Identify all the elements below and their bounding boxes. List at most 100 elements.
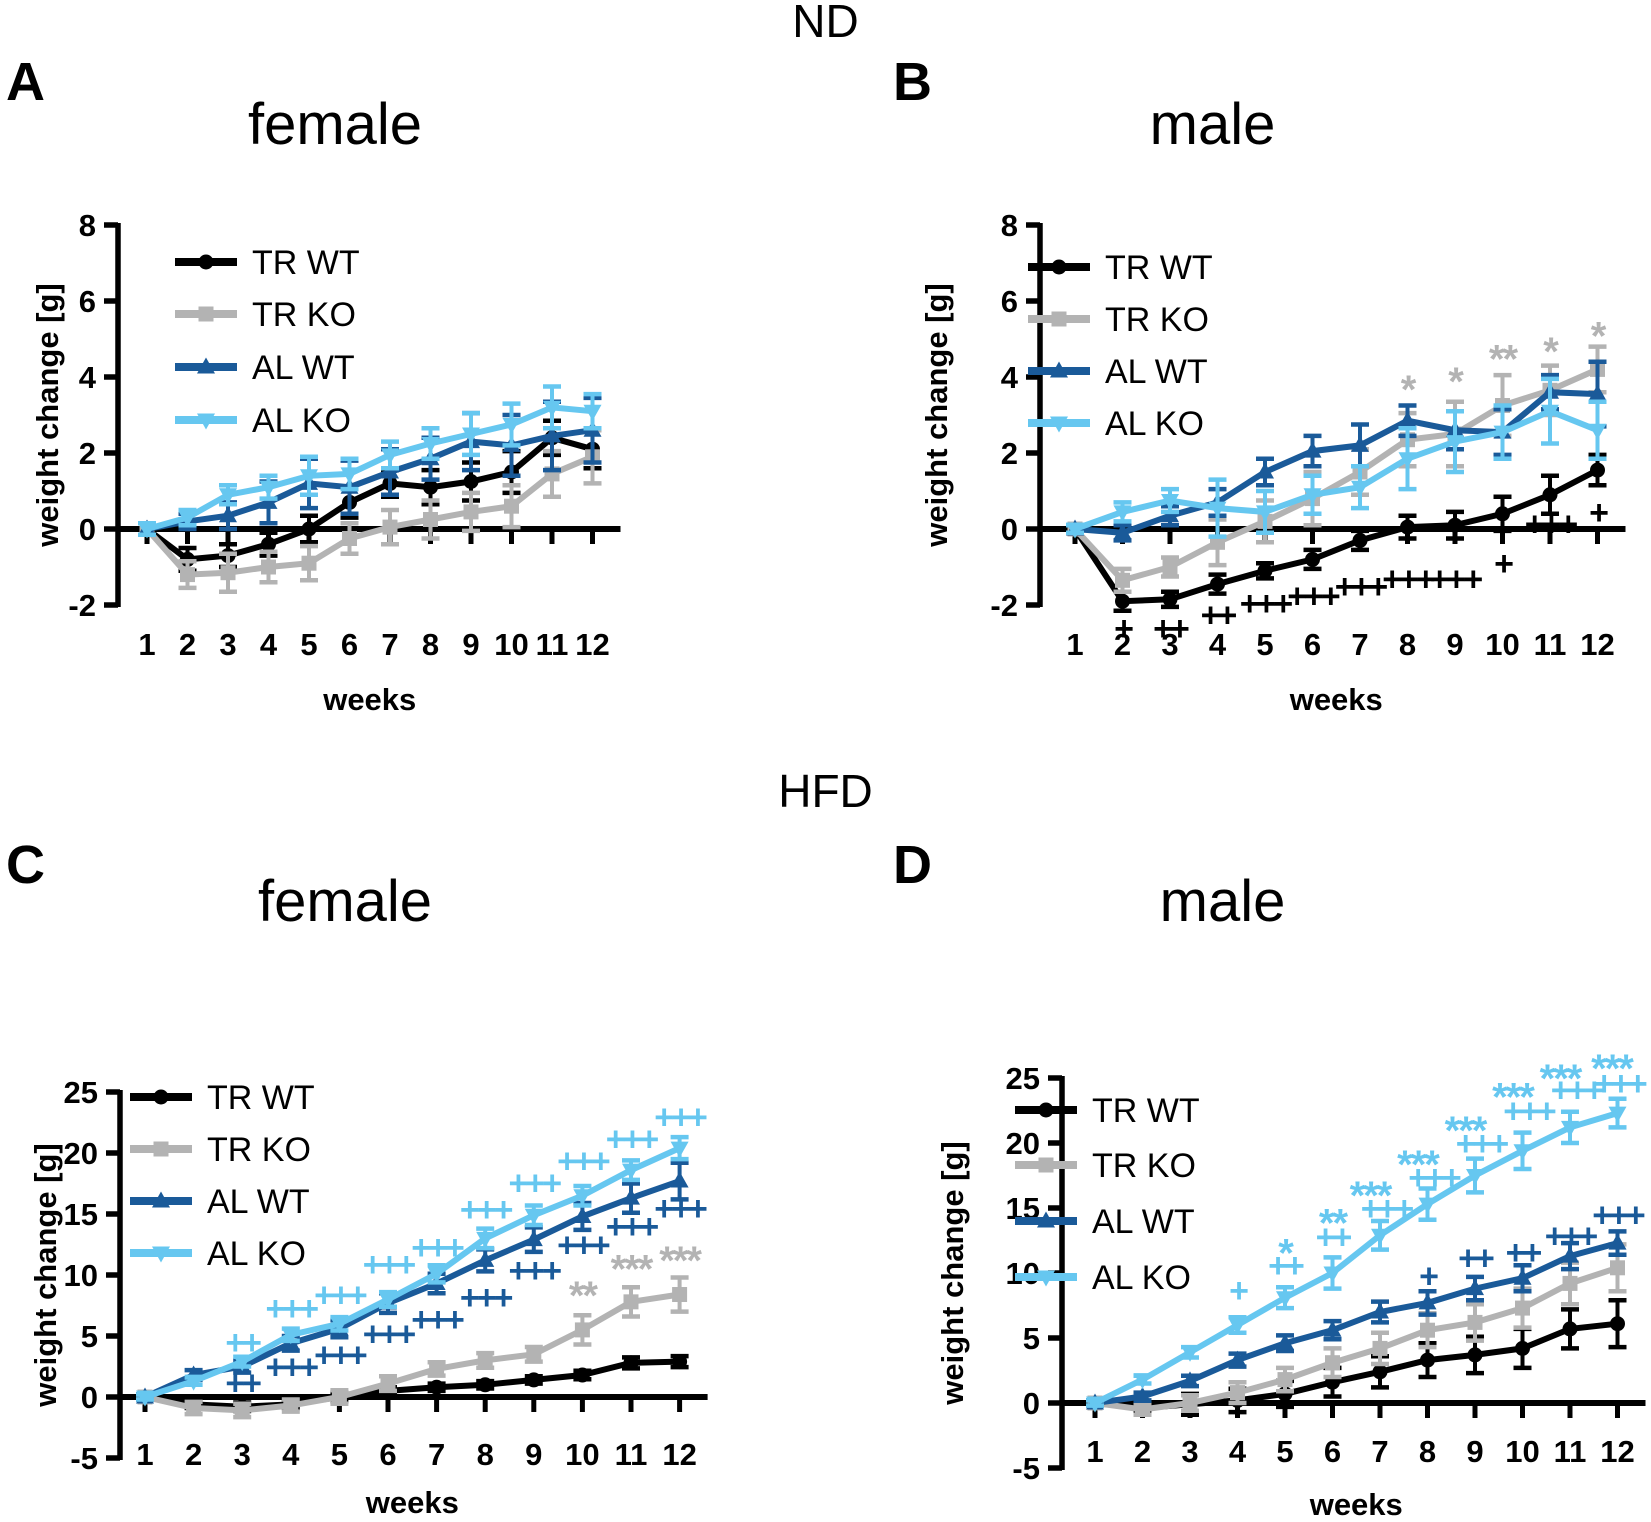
svg-text:*: * xyxy=(1278,1231,1294,1275)
panel-letter: B xyxy=(893,52,932,112)
svg-text:6: 6 xyxy=(1324,1434,1341,1469)
svg-text:AL KO: AL KO xyxy=(1092,1259,1191,1297)
svg-text:1: 1 xyxy=(1086,1434,1103,1469)
svg-text:8: 8 xyxy=(1001,208,1018,243)
svg-text:5: 5 xyxy=(300,627,317,662)
svg-text:6: 6 xyxy=(1001,284,1018,319)
svg-text:5: 5 xyxy=(1256,627,1273,662)
svg-text:7: 7 xyxy=(381,627,398,662)
svg-text:**: ** xyxy=(1319,1202,1349,1246)
svg-text:++: ++ xyxy=(225,1324,261,1362)
svg-text:AL WT: AL WT xyxy=(1092,1203,1195,1241)
svg-text:20: 20 xyxy=(64,1136,98,1171)
svg-text:8: 8 xyxy=(422,627,439,662)
svg-text:+++: +++ xyxy=(1525,505,1578,543)
svg-text:+++: +++ xyxy=(509,1164,562,1202)
svg-text:0: 0 xyxy=(79,512,96,547)
svg-text:11: 11 xyxy=(1554,1434,1587,1469)
svg-text:++: ++ xyxy=(1201,597,1237,635)
svg-text:2: 2 xyxy=(179,627,196,662)
svg-text:***: *** xyxy=(1492,1075,1535,1119)
svg-text:12: 12 xyxy=(575,627,609,662)
svg-text:2: 2 xyxy=(1134,1434,1151,1469)
svg-text:**: ** xyxy=(1489,337,1519,381)
svg-text:4: 4 xyxy=(260,627,278,662)
panel-b: B male -2 0 2 4 6 8 1 2 3 4 5 6 7 8 9 10 11 12 weeks weight… xyxy=(880,55,1651,765)
svg-text:7: 7 xyxy=(1371,1434,1388,1469)
svg-text:+++: +++ xyxy=(606,1208,659,1246)
svg-text:5: 5 xyxy=(331,1437,348,1472)
svg-text:3: 3 xyxy=(219,627,236,662)
svg-text:7: 7 xyxy=(1351,627,1368,662)
svg-text:+: + xyxy=(1589,494,1608,532)
panel-a: A female -2 0 2 4 6 8 1 2 3 4 5 6 7 8 9 10 11 12 weeks weig… xyxy=(0,55,780,765)
svg-text:8: 8 xyxy=(1399,627,1416,662)
svg-text:4: 4 xyxy=(1209,627,1227,662)
svg-text:***: *** xyxy=(1591,1047,1634,1091)
svg-text:1: 1 xyxy=(138,627,155,662)
svg-text:5: 5 xyxy=(1276,1434,1293,1469)
panel-letter: C xyxy=(6,835,45,895)
svg-text:AL KO: AL KO xyxy=(1105,405,1204,443)
svg-text:6: 6 xyxy=(341,627,358,662)
svg-text:+++: +++ xyxy=(1240,585,1293,623)
svg-text:+++: +++ xyxy=(557,1227,610,1265)
svg-text:TR KO: TR KO xyxy=(1105,301,1209,339)
svg-text:weight change [g]: weight change [g] xyxy=(30,283,65,548)
panel-c: C female -5 0 5 10 15 20 25 1 2 3 4 5 6 7 8 9 10 11 12 week… xyxy=(0,838,780,1522)
svg-text:6: 6 xyxy=(1304,627,1321,662)
svg-text:***: *** xyxy=(1397,1143,1440,1187)
svg-text:-5: -5 xyxy=(1012,1451,1040,1486)
svg-text:++: ++ xyxy=(1153,610,1189,648)
panel-letter: A xyxy=(6,52,45,112)
panel-title: male xyxy=(1159,869,1286,934)
svg-text:15: 15 xyxy=(64,1197,98,1232)
svg-text:-2: -2 xyxy=(68,588,96,623)
svg-text:++: ++ xyxy=(1458,1239,1494,1277)
svg-text:+++: +++ xyxy=(266,1349,319,1387)
group-title-nd: ND xyxy=(792,0,859,47)
svg-text:8: 8 xyxy=(477,1437,494,1472)
svg-text:+++: +++ xyxy=(314,1277,367,1315)
svg-text:+++: +++ xyxy=(1545,1217,1598,1255)
svg-text:25: 25 xyxy=(64,1075,98,1110)
svg-text:weeks: weeks xyxy=(1289,682,1383,717)
svg-text:***: *** xyxy=(1445,1109,1488,1153)
svg-text:2: 2 xyxy=(185,1437,202,1472)
svg-text:11: 11 xyxy=(536,627,569,662)
svg-text:*: * xyxy=(1591,315,1607,359)
svg-text:2: 2 xyxy=(79,436,96,471)
svg-text:weight change [g]: weight change [g] xyxy=(30,1143,63,1408)
svg-text:+++: +++ xyxy=(1503,1093,1556,1131)
svg-text:AL WT: AL WT xyxy=(1105,353,1208,391)
svg-text:8: 8 xyxy=(79,208,96,243)
svg-text:+++: +++ xyxy=(1594,1065,1647,1103)
svg-text:++: ++ xyxy=(225,1364,261,1402)
svg-text:2: 2 xyxy=(1001,436,1018,471)
svg-text:9: 9 xyxy=(525,1437,542,1472)
svg-text:+++: +++ xyxy=(1551,1072,1604,1110)
svg-text:**: ** xyxy=(569,1274,599,1318)
svg-text:12: 12 xyxy=(1580,627,1614,662)
svg-text:10: 10 xyxy=(494,627,528,662)
svg-text:+: + xyxy=(1229,1272,1248,1310)
svg-text:+++: +++ xyxy=(1335,568,1388,606)
svg-text:AL KO: AL KO xyxy=(252,402,351,440)
svg-text:+++: +++ xyxy=(411,1301,464,1339)
svg-text:2: 2 xyxy=(1114,627,1131,662)
svg-text:11: 11 xyxy=(615,1437,648,1472)
svg-text:25: 25 xyxy=(1006,1061,1040,1096)
svg-text:+: + xyxy=(1419,1258,1438,1296)
svg-text:AL WT: AL WT xyxy=(252,349,355,387)
group-title-hfd: HFD xyxy=(778,765,873,817)
svg-text:TR WT: TR WT xyxy=(1105,249,1213,287)
svg-text:1: 1 xyxy=(136,1437,153,1472)
svg-text:3: 3 xyxy=(1181,1434,1198,1469)
svg-text:10: 10 xyxy=(64,1258,98,1293)
svg-text:10: 10 xyxy=(1485,627,1519,662)
svg-text:***: *** xyxy=(659,1239,702,1283)
